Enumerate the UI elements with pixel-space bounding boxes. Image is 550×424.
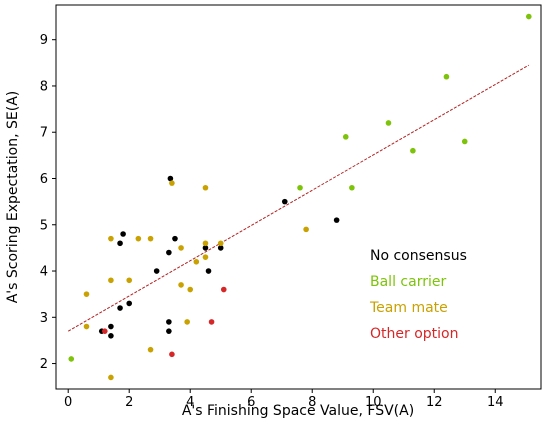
point-ball-carrier [342, 134, 349, 140]
y-tick-label: 6 [40, 172, 48, 187]
point-team-mate [202, 184, 209, 191]
x-tick-label: 0 [64, 395, 72, 410]
point-ball-carrier [297, 184, 303, 191]
point-ball-carrier [349, 184, 355, 191]
point-team-mate [108, 235, 114, 242]
point-team-mate [202, 240, 209, 247]
trend-layer [67, 64, 530, 332]
legend-label-no-consensus: No consensus [370, 248, 467, 264]
point-team-mate [169, 180, 175, 186]
plot-frame [55, 4, 542, 390]
x-tick-label: 8 [308, 395, 316, 410]
x-tick-label: 4 [186, 395, 194, 410]
point-no-consensus [217, 245, 224, 251]
point-team-mate [184, 319, 190, 325]
point-no-consensus [281, 198, 288, 205]
point-team-mate [147, 235, 154, 242]
y-tick-label: 7 [40, 126, 48, 141]
ticks-layer: 0 2 4 6 8 10 12 14 2 3 4 5 6 7 8 9 [40, 33, 504, 410]
point-no-consensus [126, 300, 133, 307]
point-other-option [220, 286, 227, 293]
point-no-consensus [205, 268, 212, 274]
legend-label-team-mate: Team mate [369, 300, 448, 316]
point-no-consensus [202, 245, 209, 251]
point-team-mate [178, 282, 184, 288]
point-team-mate [187, 286, 194, 293]
y-axis-label: A's Scoring Expectation, SE(A) [5, 91, 21, 304]
points-layer [68, 13, 532, 381]
legend-label-ball-carrier: Ball carrier [370, 274, 446, 290]
point-team-mate [108, 277, 114, 284]
point-no-consensus [167, 175, 174, 182]
point-other-option [208, 319, 215, 325]
point-team-mate [135, 235, 142, 242]
point-no-consensus [166, 328, 172, 334]
point-team-mate [178, 245, 184, 251]
point-team-mate [126, 277, 133, 284]
x-tick-label: 6 [247, 395, 255, 410]
point-team-mate [217, 240, 224, 247]
x-tick-label: 2 [125, 395, 133, 410]
y-tick-label: 5 [40, 218, 48, 233]
point-no-consensus [333, 217, 340, 223]
trend-line [67, 64, 530, 332]
point-no-consensus [108, 323, 114, 330]
point-team-mate [83, 323, 90, 330]
point-team-mate [108, 374, 114, 381]
point-no-consensus [117, 305, 123, 311]
point-ball-carrier [443, 73, 450, 80]
point-other-option [102, 328, 108, 334]
point-ball-carrier [68, 356, 75, 362]
x-axis-label: A's Finishing Space Value, FSV(A) [182, 403, 414, 419]
point-no-consensus [166, 249, 172, 256]
point-ball-carrier [525, 13, 532, 20]
y-tick-label: 2 [40, 357, 48, 372]
point-no-consensus [172, 235, 178, 242]
point-ball-carrier [461, 138, 468, 145]
point-no-consensus [153, 268, 160, 274]
x-tick-label: 14 [487, 395, 504, 410]
legend: No consensus Ball carrier Team mate Other o… [369, 248, 467, 342]
point-no-consensus [166, 319, 172, 325]
point-no-consensus [108, 332, 114, 339]
point-no-consensus [120, 231, 126, 237]
point-team-mate [83, 291, 90, 297]
x-tick-label: 12 [426, 395, 443, 410]
x-tick-label: 10 [365, 395, 382, 410]
point-team-mate [193, 258, 200, 265]
legend-label-other-option: Other option [370, 326, 458, 342]
y-tick-label: 8 [40, 79, 48, 94]
y-tick-label: 4 [40, 265, 48, 280]
y-tick-label: 9 [40, 33, 48, 48]
point-ball-carrier [385, 120, 392, 126]
point-team-mate [147, 346, 154, 353]
point-no-consensus [117, 240, 123, 247]
y-tick-label: 3 [40, 311, 48, 326]
point-team-mate [202, 254, 209, 260]
point-team-mate [303, 226, 309, 233]
point-ball-carrier [410, 147, 416, 154]
point-other-option [169, 351, 175, 358]
